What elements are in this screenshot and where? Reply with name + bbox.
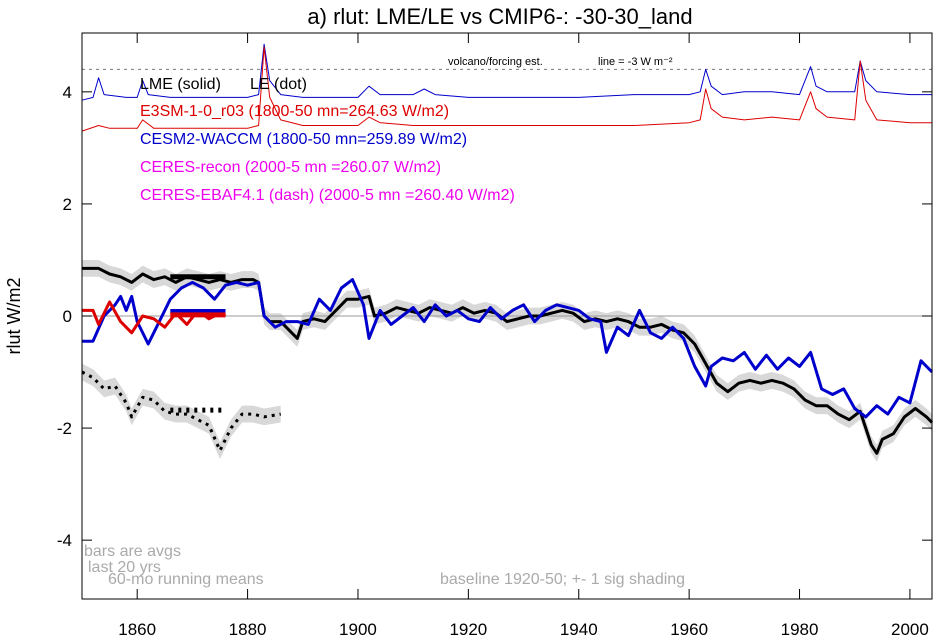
sigma-shading	[82, 363, 281, 459]
legend-entry: CERES-recon (2000-5 mn =260.07 W/m2)	[140, 159, 441, 176]
legend-entry: LE (dot)	[250, 76, 307, 93]
legend-entry: CESM2-WACCM (1800-50 mn=259.89 W/m2)	[140, 131, 467, 148]
y-tick-label: 4	[63, 83, 72, 102]
x-tick-label: 1880	[229, 620, 267, 639]
annotation: line = -3 W m⁻²	[598, 56, 673, 68]
annotation: volcano/forcing est.	[448, 56, 543, 68]
x-tick-label: 1940	[560, 620, 598, 639]
y-axis-label: rlut W/m2	[4, 277, 24, 354]
x-tick-label: 1980	[781, 620, 819, 639]
y-tick-label: 2	[63, 195, 72, 214]
x-tick-label: 1900	[339, 620, 377, 639]
chart-title: a) rlut: LME/LE vs CMIP6-: -30-30_land	[307, 4, 692, 29]
annotation: baseline 1920-50; +- 1 sig shading	[440, 571, 685, 588]
x-tick-label: 1920	[449, 620, 487, 639]
sigma-shading	[82, 259, 932, 462]
annotation: bars are avgs	[84, 543, 181, 560]
series-line	[82, 300, 227, 335]
legend-entry: E3SM-1-0_r03 (1800-50 mn=264.63 W/m2)	[140, 103, 449, 120]
x-tick-label: 1960	[670, 620, 708, 639]
x-tick-label: 2000	[891, 620, 929, 639]
series-line	[81, 370, 281, 452]
y-tick-label: 0	[63, 307, 72, 326]
series-line	[82, 278, 934, 419]
series-line	[81, 46, 932, 132]
x-tick-label: 1860	[118, 620, 156, 639]
annotation: last 20 yrs	[88, 559, 161, 576]
legend-entry: LME (solid)	[140, 76, 221, 93]
annotation: 60-mo running means	[108, 571, 264, 588]
y-tick-label: -2	[57, 419, 72, 438]
series-line	[81, 43, 932, 101]
legend-entry: CERES-EBAF4.1 (dash) (2000-5 mn =260.40 …	[140, 187, 515, 204]
y-tick-label: -4	[57, 531, 72, 550]
